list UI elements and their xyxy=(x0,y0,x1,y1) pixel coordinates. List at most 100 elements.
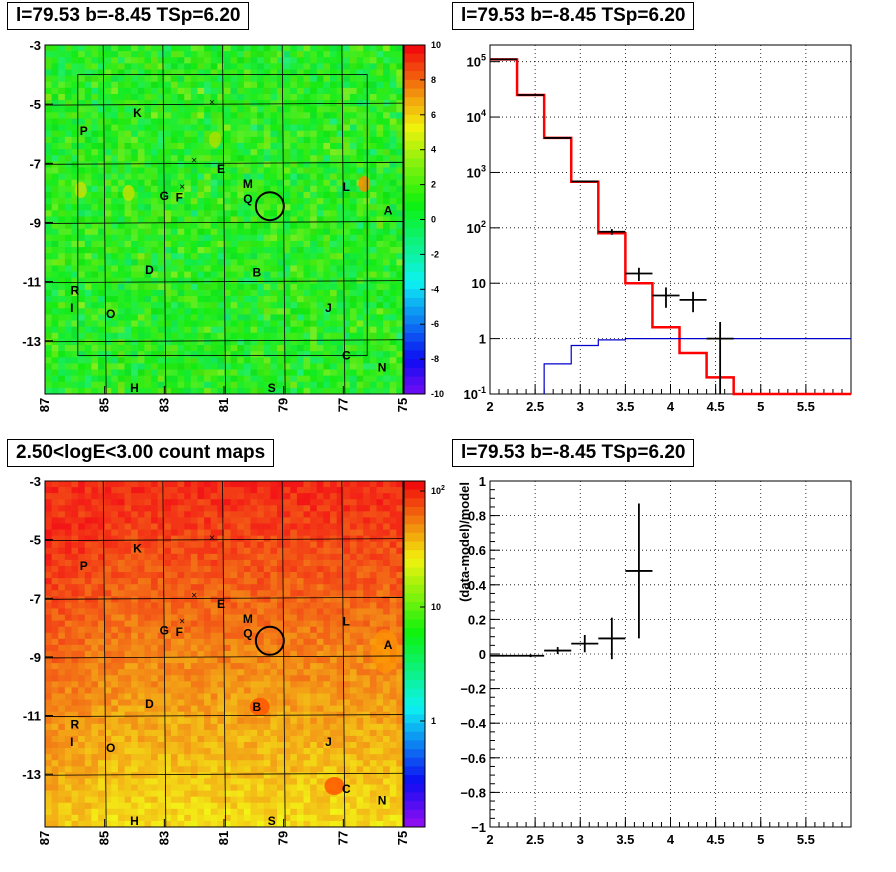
residual-map-colorbar-band xyxy=(404,149,425,159)
spectrum-ytick-label: 1 xyxy=(479,332,486,347)
residual-map-colorbar-band xyxy=(404,298,425,308)
spectrum-ytick-label: 103 xyxy=(467,163,486,180)
residual-map-grid-line xyxy=(281,44,286,395)
residuals-xtick-label: 2.5 xyxy=(526,832,544,847)
count-map-xtick-label: 75 xyxy=(395,831,410,845)
spectrum-ytick-label: 105 xyxy=(467,53,486,70)
source-label-I: I xyxy=(70,301,73,315)
residual-map-colorbar-band xyxy=(404,315,425,325)
count-map-cross-marker: × xyxy=(179,617,185,628)
residual-map-xtick-label: 85 xyxy=(97,398,112,412)
residual-map-colorbar-band xyxy=(404,219,425,229)
residual-map-colorbar-label: -6 xyxy=(431,319,439,329)
residual-map-colorbar-band xyxy=(404,332,425,343)
count-map-colorbar-band xyxy=(404,662,425,672)
count-map-colorbar-label: 102 xyxy=(431,485,445,496)
residual-map-colorbar-label: 10 xyxy=(431,40,441,50)
count-map-grid-line xyxy=(44,714,404,717)
count-map-grid-line xyxy=(162,480,167,828)
count-map-colorbar-band xyxy=(404,749,425,759)
source-label-R: R xyxy=(70,717,79,731)
count-map-hotspot xyxy=(371,629,400,674)
residual-map-colorbar-label: -4 xyxy=(431,284,439,294)
residuals-ytick-label: 0 xyxy=(479,647,486,662)
residuals-xtick-label: 3 xyxy=(577,832,584,847)
residual-map-cross-marker: × xyxy=(179,182,185,193)
count-map-colorbar-band xyxy=(404,636,425,646)
count-map-ytick-label: -5 xyxy=(29,533,41,548)
count-map-colorbar-band xyxy=(404,558,425,568)
residual-map-colorbar-label: -2 xyxy=(431,249,439,259)
residual-map-colorbar-band xyxy=(404,88,425,98)
source-label-H: H xyxy=(130,381,139,395)
residual-map-colorbar-band xyxy=(404,114,425,125)
source-label-K: K xyxy=(133,106,142,120)
count-map-colorbar-band xyxy=(404,584,425,594)
spectrum-frame xyxy=(489,44,852,395)
residual-map-grid-line xyxy=(44,280,404,284)
count-map-colorbar-band xyxy=(404,809,425,819)
residual-map-colorbar-label: 2 xyxy=(431,180,436,190)
residuals-xtick-label: 5 xyxy=(757,832,764,847)
spectrum-xtick-label: 3.5 xyxy=(616,399,634,414)
count-map-colorbar-band xyxy=(404,567,425,577)
count-map-grid-line xyxy=(222,480,226,828)
residual-map-ytick-label: -5 xyxy=(29,97,41,112)
count-map-colorbar-band xyxy=(404,679,425,690)
residual-map-colorbar-band xyxy=(404,350,425,360)
residual-map-source-circle xyxy=(254,191,285,222)
residual-map-colorbar-label: 6 xyxy=(431,110,436,120)
source-label-E: E xyxy=(217,597,225,611)
residual-map-colorbar-band xyxy=(404,97,425,107)
count-map-ytick-label: -7 xyxy=(29,591,41,606)
residual-map-colorbar-band xyxy=(404,158,425,168)
spectrum-ytick-label: 104 xyxy=(467,108,486,125)
count-map-colorbar-band xyxy=(404,576,425,586)
residual-map-colorbar-band xyxy=(404,324,425,334)
source-label-D: D xyxy=(145,263,154,277)
residual-map-grid-line xyxy=(222,44,226,395)
spectrum-xtick-label: 4.5 xyxy=(707,399,725,414)
source-label-D: D xyxy=(145,697,154,711)
residual-map-colorbar-band xyxy=(404,254,425,264)
count-map-colorbar-band xyxy=(404,489,425,499)
residual-map-colorbar-band xyxy=(404,132,425,142)
residual-map-colorbar-band xyxy=(404,376,425,386)
count-map-colorbar-frame xyxy=(403,480,426,828)
source-label-L: L xyxy=(343,180,350,194)
source-label-G: G xyxy=(160,624,169,638)
count-map-colorbar-band xyxy=(404,766,425,776)
residual-map-hotspot xyxy=(74,181,87,198)
count-map-colorbar-band xyxy=(404,524,425,534)
spectrum-ytick-label: 10-1 xyxy=(464,385,486,402)
source-label-E: E xyxy=(217,162,225,176)
residual-map-colorbar-band xyxy=(404,289,425,299)
residual-map-xtick-label: 75 xyxy=(395,398,410,412)
count-map-colorbar-band xyxy=(404,818,425,828)
residual-map-colorbar-band xyxy=(404,62,425,72)
source-label-Q: Q xyxy=(243,192,252,206)
count-map-colorbar-band xyxy=(404,697,425,707)
count-map-colorbar-band xyxy=(404,645,425,655)
count-map-grid-line xyxy=(44,655,404,659)
count-map-xtick-label: 79 xyxy=(276,831,291,845)
count-map-xtick-label: 77 xyxy=(335,831,350,845)
residual-map-colorbar-band xyxy=(404,184,425,194)
source-label-I: I xyxy=(70,735,73,749)
source-label-P: P xyxy=(80,124,88,138)
source-label-O: O xyxy=(106,307,115,321)
count-map-colorbar-band xyxy=(404,619,425,629)
residuals-title: l=79.53 b=-8.45 TSp=6.20 xyxy=(452,439,695,467)
count-map-cross-marker: × xyxy=(209,533,215,544)
source-label-N: N xyxy=(378,360,387,374)
residual-map-colorbar-band xyxy=(404,236,425,247)
count-map-xtick-label: 85 xyxy=(97,831,112,845)
count-map-colorbar-band xyxy=(404,481,425,491)
count-map-colorbar-band xyxy=(404,757,425,767)
spectrum-model-line xyxy=(490,58,851,396)
source-label-C: C xyxy=(342,349,351,363)
residual-map-colorbar-label: 0 xyxy=(431,215,436,225)
spectrum-ytick-label: 10 xyxy=(472,276,486,291)
source-label-F: F xyxy=(176,190,183,204)
count-map-ytick-label: -11 xyxy=(23,709,41,724)
